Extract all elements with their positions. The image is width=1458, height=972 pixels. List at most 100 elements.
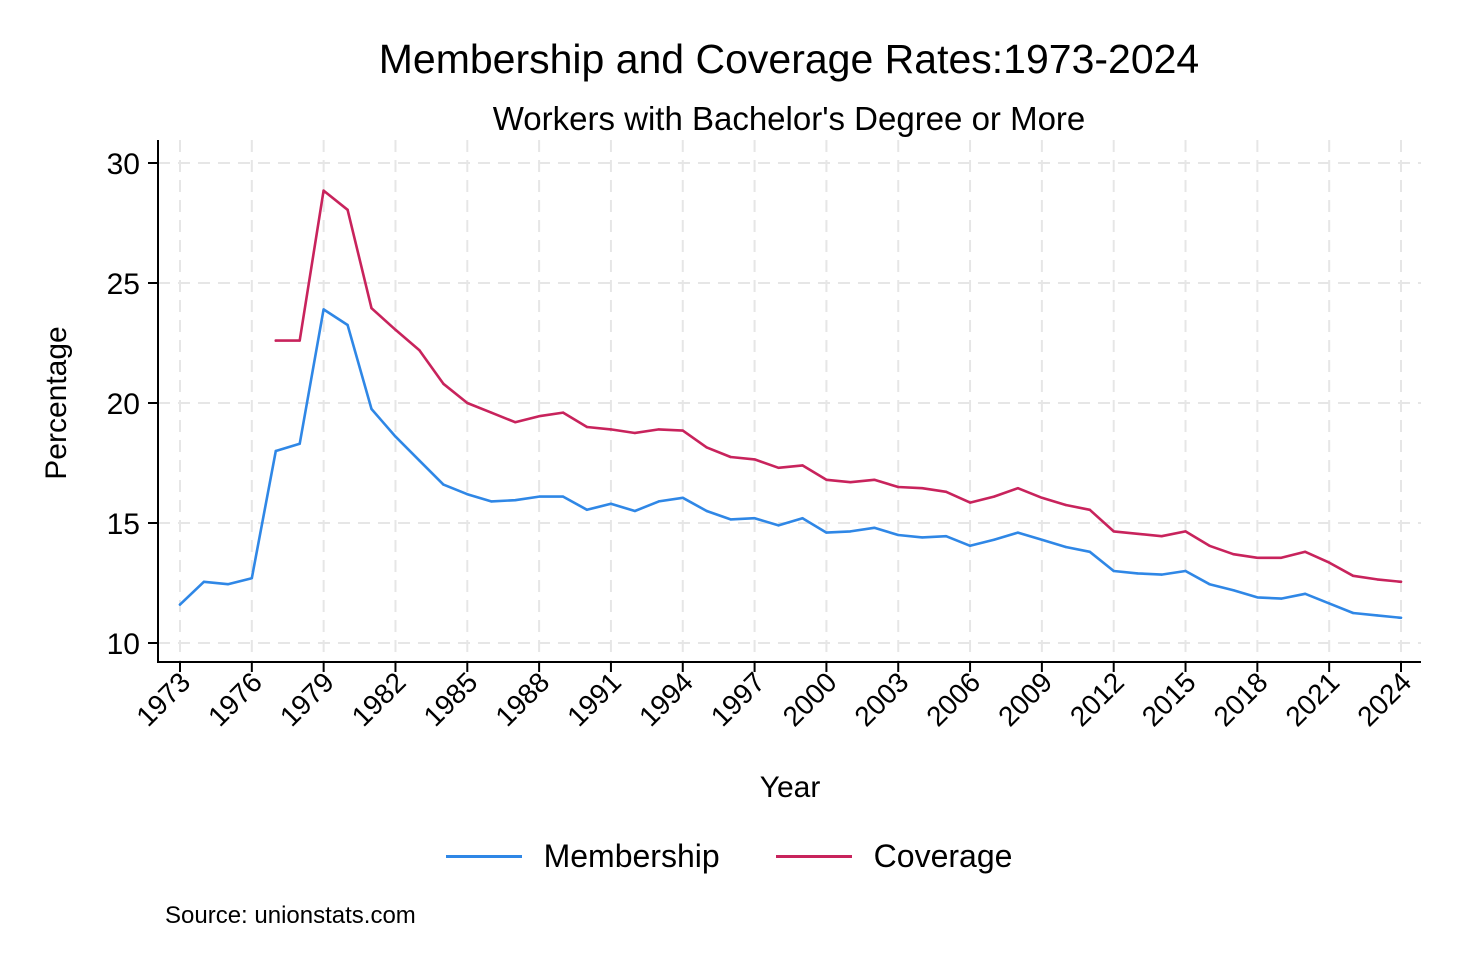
data-point-membership xyxy=(1304,592,1307,595)
y-axis-label: Percentage xyxy=(40,326,73,479)
data-point-coverage xyxy=(1327,561,1331,564)
x-tick-label: 2024 xyxy=(1351,666,1417,732)
data-point-coverage xyxy=(920,487,924,490)
series-line-membership xyxy=(178,308,1403,620)
x-tick-label: 2021 xyxy=(1279,666,1345,732)
data-point-membership xyxy=(1351,611,1355,615)
data-point-coverage xyxy=(944,490,948,493)
data-point-coverage xyxy=(729,455,732,459)
x-tick-label: 1994 xyxy=(633,666,699,732)
data-point-membership xyxy=(274,449,277,453)
data-point-membership xyxy=(322,308,325,311)
x-tick-label: 2009 xyxy=(992,666,1058,732)
chart-subtitle: Workers with Bachelor's Degree or More xyxy=(492,100,1086,137)
data-point-membership xyxy=(1184,569,1187,573)
data-point-coverage xyxy=(370,307,373,310)
data-point-membership xyxy=(394,435,397,438)
x-tick-label: 2003 xyxy=(849,666,915,732)
legend-label-membership: Membership xyxy=(543,838,720,874)
data-point-coverage xyxy=(873,478,876,481)
y-tick-label: 10 xyxy=(107,628,140,661)
source-note: Source: unionstats.com xyxy=(165,902,416,929)
data-point-coverage xyxy=(705,446,708,449)
data-point-membership xyxy=(705,509,708,513)
data-point-coverage xyxy=(681,429,684,432)
data-point-membership xyxy=(1064,545,1068,549)
data-point-membership xyxy=(490,500,493,503)
x-tick-label: 1991 xyxy=(561,666,627,732)
data-point-coverage xyxy=(1399,580,1403,583)
y-tick-label: 30 xyxy=(107,148,140,181)
data-point-membership xyxy=(873,526,876,529)
data-point-coverage xyxy=(322,189,325,192)
x-tick-label: 1997 xyxy=(705,666,771,732)
data-point-membership xyxy=(1280,597,1283,600)
data-point-membership xyxy=(466,493,469,496)
data-point-coverage xyxy=(585,425,589,429)
data-point-membership xyxy=(801,517,804,520)
axes xyxy=(148,140,1421,672)
x-axis-label: Year xyxy=(760,771,821,804)
data-point-coverage xyxy=(897,485,900,489)
data-point-membership xyxy=(298,442,301,445)
series-line-coverage xyxy=(274,189,1403,584)
data-point-coverage xyxy=(1040,496,1044,499)
x-tick-label: 1985 xyxy=(418,666,484,732)
data-point-membership xyxy=(250,577,254,580)
data-point-coverage xyxy=(1016,487,1020,490)
x-tick-label: 1976 xyxy=(202,666,268,732)
data-point-membership xyxy=(681,496,684,499)
data-point-coverage xyxy=(753,458,756,461)
data-point-membership xyxy=(537,495,541,498)
gridlines xyxy=(158,140,1421,662)
data-point-coverage xyxy=(849,481,852,484)
data-point-membership xyxy=(1208,583,1211,586)
data-point-coverage xyxy=(490,411,493,414)
data-point-membership xyxy=(370,407,373,411)
data-point-coverage xyxy=(537,415,541,418)
data-point-coverage xyxy=(1375,578,1379,581)
data-point-membership xyxy=(1256,596,1259,599)
x-tick-label: 2015 xyxy=(1136,666,1202,732)
data-point-membership xyxy=(992,538,996,541)
data-point-membership xyxy=(1375,614,1379,617)
data-point-membership xyxy=(944,535,948,538)
data-point-membership xyxy=(1399,616,1403,619)
data-point-coverage xyxy=(442,382,445,385)
y-tick-label: 15 xyxy=(107,508,140,541)
x-tick-label: 2006 xyxy=(920,666,986,732)
data-point-coverage xyxy=(1351,574,1355,577)
data-point-membership xyxy=(1016,531,1020,534)
x-tick-label: 1973 xyxy=(130,666,196,732)
data-point-coverage xyxy=(1184,530,1187,533)
data-point-coverage xyxy=(1208,544,1211,547)
legend-swatch-membership xyxy=(445,855,522,858)
data-point-membership xyxy=(202,580,206,583)
data-point-coverage xyxy=(1160,535,1163,538)
data-point-membership xyxy=(561,495,565,498)
data-point-membership xyxy=(657,500,661,503)
data-point-coverage xyxy=(298,339,301,342)
data-point-coverage xyxy=(1304,550,1307,553)
data-point-membership xyxy=(920,536,924,539)
data-point-membership xyxy=(1136,572,1139,575)
data-point-coverage xyxy=(346,208,349,211)
data-point-coverage xyxy=(777,466,780,469)
data-point-membership xyxy=(226,583,230,586)
data-point-coverage xyxy=(1280,556,1283,559)
data-point-membership xyxy=(849,530,852,533)
data-point-coverage xyxy=(513,421,517,424)
data-point-coverage xyxy=(274,339,277,342)
data-point-membership xyxy=(609,502,613,505)
data-point-membership xyxy=(418,459,421,462)
data-point-coverage xyxy=(609,428,613,431)
data-point-membership xyxy=(633,509,637,513)
data-point-coverage xyxy=(561,411,565,414)
data-point-coverage xyxy=(633,431,637,435)
data-point-coverage xyxy=(394,328,397,331)
data-point-coverage xyxy=(657,428,661,431)
data-point-membership xyxy=(1088,550,1091,553)
x-tick-label: 2000 xyxy=(777,666,843,732)
y-tick-label: 20 xyxy=(107,388,140,421)
series-lines xyxy=(178,189,1403,620)
